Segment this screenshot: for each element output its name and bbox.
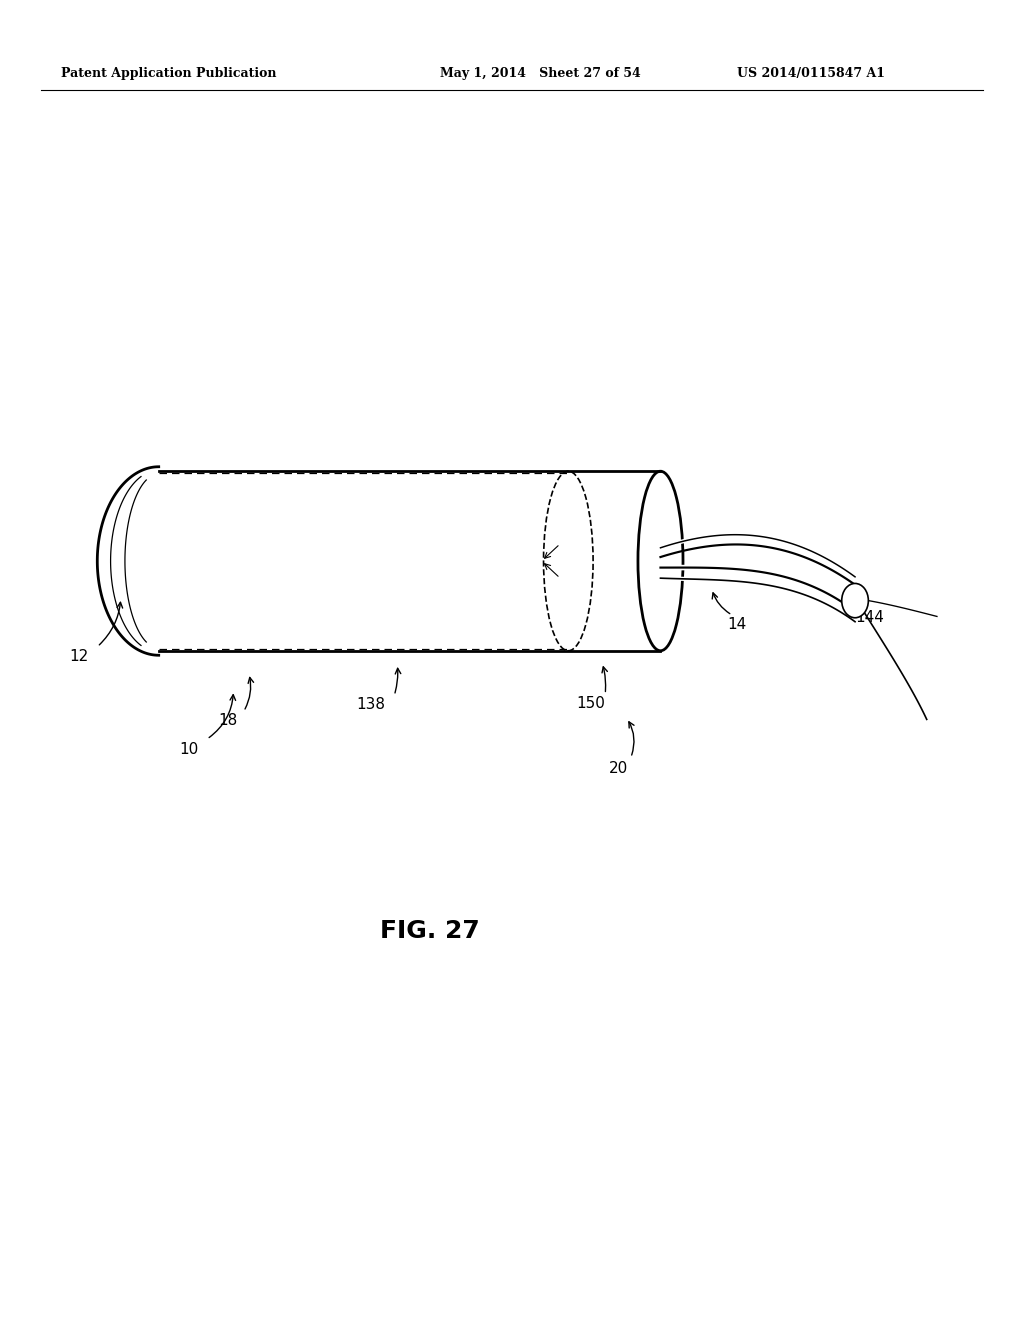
Text: US 2014/0115847 A1: US 2014/0115847 A1 xyxy=(737,67,886,81)
Text: 14: 14 xyxy=(727,616,746,632)
Text: 18: 18 xyxy=(218,713,238,729)
Text: 12: 12 xyxy=(70,648,89,664)
Text: 150: 150 xyxy=(577,696,605,711)
Text: 20: 20 xyxy=(609,760,629,776)
Text: 10: 10 xyxy=(179,742,199,758)
Text: Patent Application Publication: Patent Application Publication xyxy=(61,67,276,81)
Polygon shape xyxy=(97,467,159,655)
Circle shape xyxy=(842,583,868,618)
Text: May 1, 2014   Sheet 27 of 54: May 1, 2014 Sheet 27 of 54 xyxy=(440,67,641,81)
Text: 144: 144 xyxy=(855,610,884,626)
Text: 138: 138 xyxy=(356,697,385,713)
Text: FIG. 27: FIG. 27 xyxy=(380,919,480,942)
